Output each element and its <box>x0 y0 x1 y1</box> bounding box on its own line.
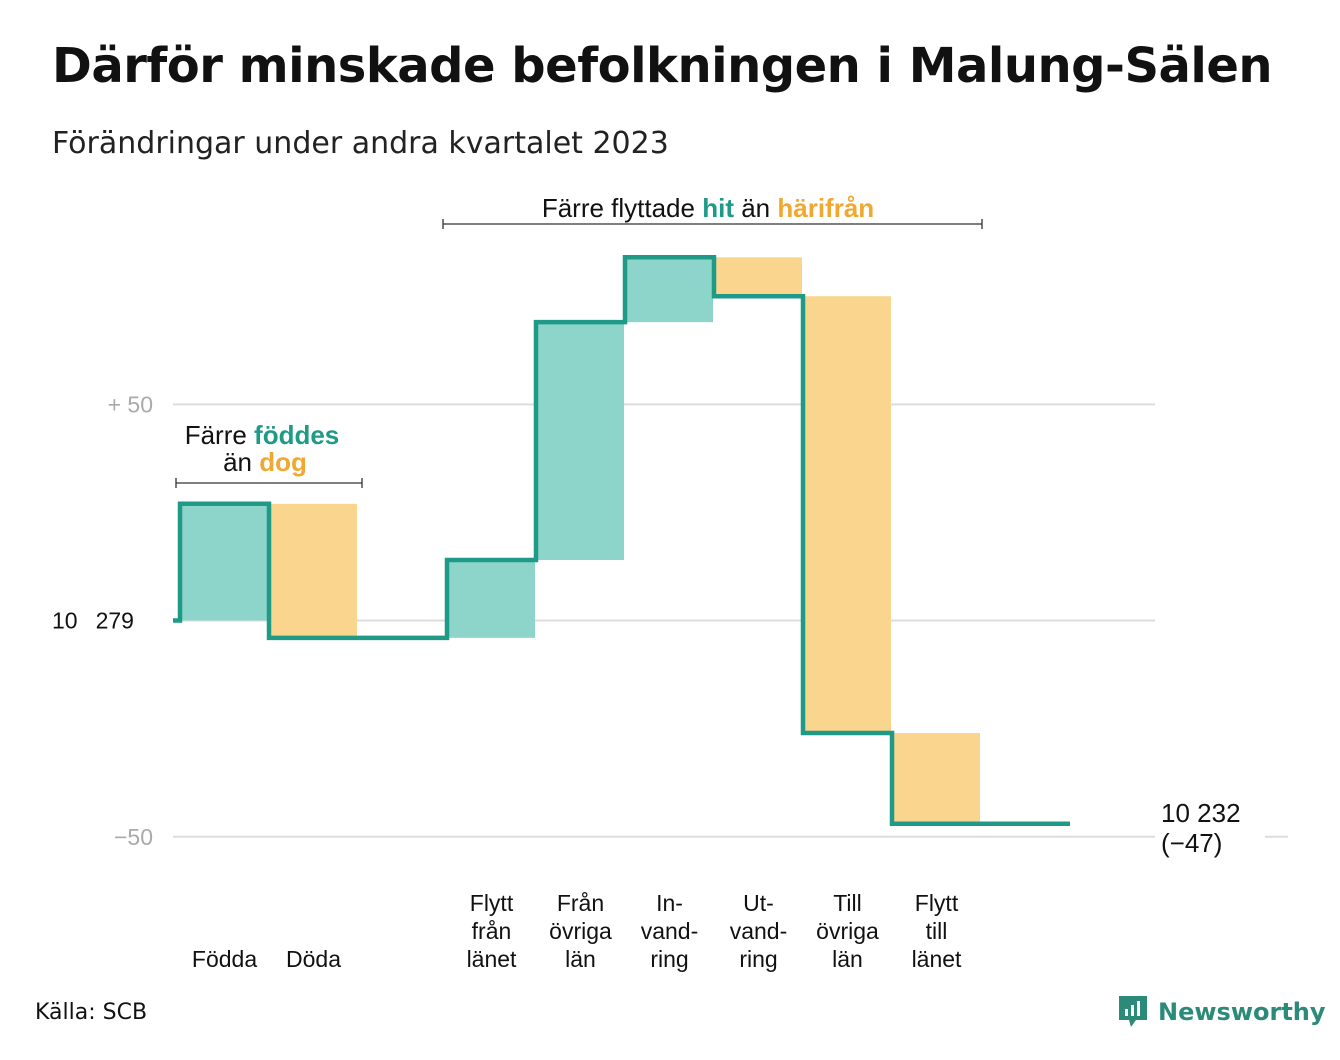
x-label-7-0: Till <box>833 890 862 916</box>
annotation-births-bracket <box>175 478 363 488</box>
x-label-8-0: Flytt <box>915 890 959 916</box>
start-value-label: 10 279 <box>52 608 134 634</box>
start-value-part-2: 279 <box>96 608 134 634</box>
x-label-6-0: Ut- <box>743 890 774 916</box>
bar-1 <box>269 503 357 638</box>
y-tick-label-0: + 50 <box>108 391 153 417</box>
step-line <box>173 255 1070 827</box>
y-tick-label-2: −50 <box>114 824 153 850</box>
start-value-part-1: 10 <box>52 608 78 634</box>
x-label-6-2: ring <box>739 946 777 972</box>
annotation-migration-bracket <box>442 219 983 229</box>
bar-3 <box>447 560 535 638</box>
bar-4 <box>536 322 624 560</box>
bars <box>180 257 980 824</box>
brand-logo[interactable]: Newsworthy <box>1116 994 1326 1030</box>
brand-name: Newsworthy <box>1158 998 1326 1026</box>
x-label-4-1: övriga <box>549 918 612 944</box>
x-label-5-1: vand- <box>641 918 699 944</box>
x-label-3-0: Flytt <box>470 890 514 916</box>
x-label-7-1: övriga <box>816 918 879 944</box>
bar-8 <box>892 732 980 824</box>
x-label-8-2: länet <box>912 946 962 972</box>
x-label-3-2: länet <box>467 946 517 972</box>
annotations: Färre föddes än dog Färre flyttade hit ä… <box>175 193 983 488</box>
chart-title: Därför minskade befolkningen i Malung-Sä… <box>52 38 1273 94</box>
migration-out-highlight: härifrån <box>777 193 874 223</box>
x-label-3-1: från <box>472 918 512 944</box>
end-value-label: 10 232 <box>1161 798 1241 828</box>
bar-7 <box>803 296 891 733</box>
births-highlight: föddes <box>254 420 339 450</box>
deaths-highlight: dog <box>259 447 307 477</box>
running-total-line <box>173 255 1070 827</box>
x-label-1-0: Döda <box>286 946 341 972</box>
bar-6 <box>714 257 802 297</box>
end-labels: 10 232(−47) <box>1161 798 1241 858</box>
x-label-6-1: vand- <box>730 918 788 944</box>
x-label-8-1: till <box>926 918 948 944</box>
y-axis-labels: + 50 −50 10 279 <box>52 391 153 849</box>
annotation-births-line1: Färre föddes <box>185 420 340 450</box>
x-label-5-2: ring <box>650 946 688 972</box>
x-label-4-2: län <box>565 946 596 972</box>
x-label-4-0: Från <box>557 890 604 916</box>
annotation-births-line2: än dog <box>223 447 307 477</box>
end-change-label: (−47) <box>1161 828 1222 858</box>
migration-in-highlight: hit <box>702 193 734 223</box>
annotation-migration: Färre flyttade hit än härifrån <box>542 193 874 223</box>
x-label-7-2: län <box>832 946 863 972</box>
x-axis-labels: Födda DödaFlyttfrånlänetFrånövrigalänIn-v… <box>192 890 962 972</box>
chart-subtitle: Förändringar under andra kvartalet 2023 <box>52 126 669 161</box>
bar-0 <box>180 503 268 621</box>
source-note: Källa: SCB <box>35 1000 148 1025</box>
x-label-5-0: In- <box>656 890 683 916</box>
x-label-0-0: Födda <box>192 946 257 972</box>
newsworthy-logo-icon <box>1119 996 1147 1027</box>
bar-5 <box>625 257 713 323</box>
